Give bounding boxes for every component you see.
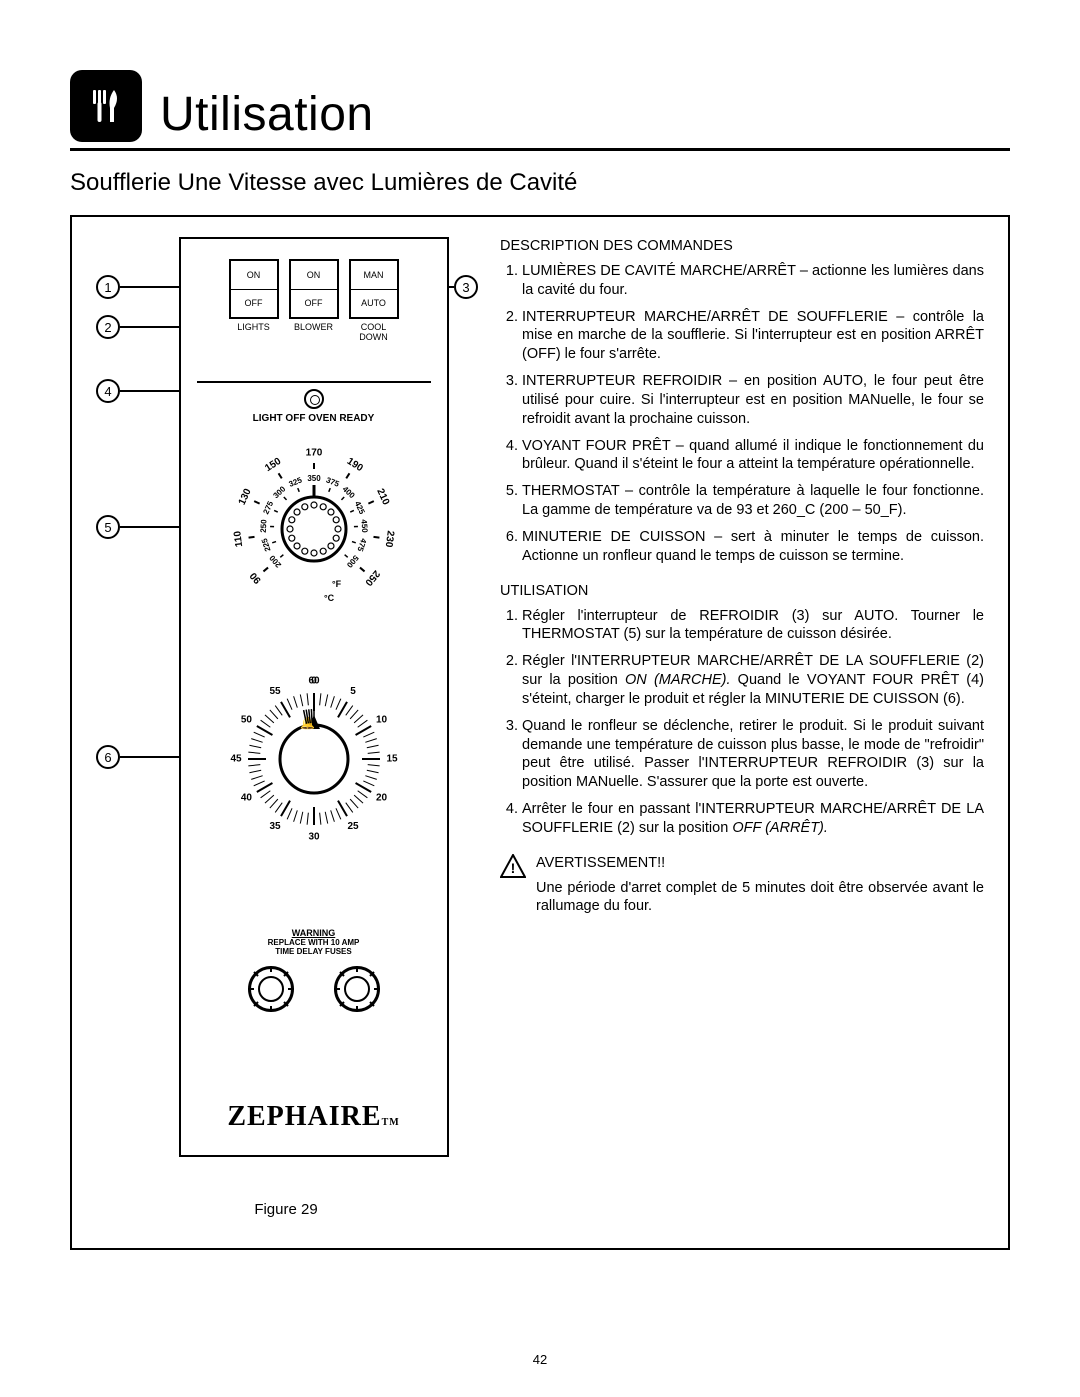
fuse-right-icon[interactable]: [334, 966, 380, 1012]
callout-bubble: 5: [96, 515, 120, 539]
svg-text:350: 350: [307, 474, 321, 483]
switch-pos-off: OFF: [231, 290, 277, 318]
switch-pos-off: OFF: [291, 290, 337, 318]
text-column: DESCRIPTION DES COMMANDES LUMIÈRES DE CA…: [500, 237, 984, 1232]
svg-text:375: 375: [324, 476, 340, 489]
lights-label: LIGHTS: [229, 323, 279, 343]
blower-label: BLOWER: [289, 323, 339, 343]
oven-ready-row: LIGHT OFF OVEN READY: [181, 381, 447, 424]
fuse-left-icon[interactable]: [248, 966, 294, 1012]
svg-text:425: 425: [352, 500, 366, 516]
switch-pos-on: ON: [231, 261, 277, 290]
svg-text:210: 210: [374, 487, 391, 507]
warning-title: AVERTISSEMENT!!: [536, 854, 984, 873]
svg-text:30: 30: [308, 832, 320, 843]
svg-text:60: 60: [308, 676, 320, 687]
svg-text:250: 250: [258, 519, 268, 533]
callout-bubble: 4: [96, 379, 120, 403]
svg-text:20: 20: [375, 793, 387, 804]
svg-text:130: 130: [236, 487, 253, 507]
use-item: Arrêter le four en passant l'INTERRUPTEU…: [522, 800, 984, 838]
figure-caption: Figure 29: [96, 1201, 476, 1218]
page-subtitle: Soufflerie Une Vitesse avec Lumières de …: [70, 169, 1010, 197]
svg-text:230: 230: [382, 530, 395, 548]
brand-label: ZEPHAIRETM: [181, 1101, 447, 1133]
switch-pos-auto: AUTO: [351, 290, 397, 318]
switch-pos-on: ON: [291, 261, 337, 290]
svg-text:50: 50: [240, 715, 252, 726]
callout-1: 1: [96, 275, 188, 299]
svg-text:190: 190: [344, 456, 364, 474]
oven-ready-label: LIGHT OFF OVEN READY: [181, 413, 447, 424]
svg-text:450: 450: [359, 519, 369, 533]
use-list: Régler l'interrupteur de REFROIDIR (3) s…: [500, 607, 984, 838]
warning-body: Une période d'arret complet de 5 minutes…: [536, 879, 984, 917]
cooldown-label: COOL DOWN: [349, 323, 399, 343]
svg-text:5: 5: [350, 686, 356, 697]
warning-block: ! AVERTISSEMENT!! Une période d'arret co…: [500, 854, 984, 917]
blower-switch[interactable]: ON OFF: [289, 259, 339, 319]
callout-bubble: 6: [96, 745, 120, 769]
svg-text:90: 90: [247, 570, 263, 586]
page-title: Utilisation: [160, 87, 374, 142]
svg-text:35: 35: [269, 821, 281, 832]
fuse-line2: TIME DELAY FUSES: [181, 948, 447, 957]
callout-bubble: 1: [96, 275, 120, 299]
page-number: 42: [0, 1352, 1080, 1367]
desc-heading: DESCRIPTION DES COMMANDES: [500, 237, 984, 256]
svg-text:55: 55: [269, 686, 281, 697]
use-item: Régler l'interrupteur de REFROIDIR (3) s…: [522, 607, 984, 645]
svg-text:200: 200: [267, 553, 283, 569]
callout-bubble: 2: [96, 315, 120, 339]
svg-text:110: 110: [232, 530, 245, 548]
desc-item: MINUTERIE DE CUISSON – sert à minuter le…: [522, 528, 984, 566]
svg-text:275: 275: [261, 499, 275, 515]
desc-list: LUMIÈRES DE CAVITÉ MARCHE/ARRÊT – action…: [500, 262, 984, 566]
svg-text:15: 15: [386, 754, 398, 765]
callout-5: 5: [96, 515, 180, 539]
svg-text:°F: °F: [332, 579, 342, 589]
callout-bubble: 3: [454, 275, 478, 299]
content-frame: 1 2 3 4 5 6: [70, 215, 1010, 1250]
use-heading: UTILISATION: [500, 582, 984, 601]
lights-switch[interactable]: ON OFF: [229, 259, 279, 319]
svg-text:250: 250: [362, 568, 381, 588]
svg-text:40: 40: [240, 793, 252, 804]
desc-item: INTERRUPTEUR REFROIDIR – en position AUT…: [522, 372, 984, 429]
control-panel: ON OFF ON OFF MAN AUTO LIGHTS BLOWER: [179, 237, 449, 1157]
oven-ready-lamp-icon: [304, 389, 324, 409]
page-header: Utilisation: [70, 70, 1010, 151]
warning-triangle-icon: !: [500, 854, 526, 878]
svg-text:170: 170: [305, 448, 322, 459]
svg-text:45: 45: [230, 754, 242, 765]
svg-text:25: 25: [347, 821, 359, 832]
desc-item: INTERRUPTEUR MARCHE/ARRÊT DE SOUFFLERIE …: [522, 308, 984, 365]
thermostat-dial[interactable]: 2002252502753003253503754004254504755009…: [224, 439, 404, 619]
use-item: Régler l'INTERRUPTEUR MARCHE/ARRÊT DE LA…: [522, 652, 984, 709]
manual-page: Utilisation Soufflerie Une Vitesse avec …: [0, 0, 1080, 1397]
timer-dial[interactable]: 🔔051015202530354045505560: [224, 669, 404, 849]
desc-item: THERMOSTAT – contrôle la température à l…: [522, 482, 984, 520]
svg-text:!: !: [511, 860, 516, 876]
utensils-icon: [70, 70, 142, 142]
desc-item: LUMIÈRES DE CAVITÉ MARCHE/ARRÊT – action…: [522, 262, 984, 300]
svg-text:10: 10: [375, 715, 387, 726]
use-item: Quand le ronfleur se déclenche, retirer …: [522, 717, 984, 792]
switch-pos-man: MAN: [351, 261, 397, 290]
svg-text:150: 150: [263, 456, 283, 474]
svg-text:°C: °C: [324, 593, 335, 603]
cooldown-switch[interactable]: MAN AUTO: [349, 259, 399, 319]
figure-left-column: 1 2 3 4 5 6: [96, 237, 476, 1232]
desc-item: VOYANT FOUR PRÊT – quand allumé il indiq…: [522, 437, 984, 475]
callout-6: 6: [96, 745, 180, 769]
switch-labels: LIGHTS BLOWER COOL DOWN: [181, 323, 447, 343]
svg-text:475: 475: [355, 537, 368, 553]
fuse-area: WARNING REPLACE WITH 10 AMP TIME DELAY F…: [181, 929, 447, 1012]
svg-text:225: 225: [259, 537, 272, 553]
switch-row: ON OFF ON OFF MAN AUTO: [181, 259, 447, 319]
svg-text:325: 325: [287, 475, 303, 488]
